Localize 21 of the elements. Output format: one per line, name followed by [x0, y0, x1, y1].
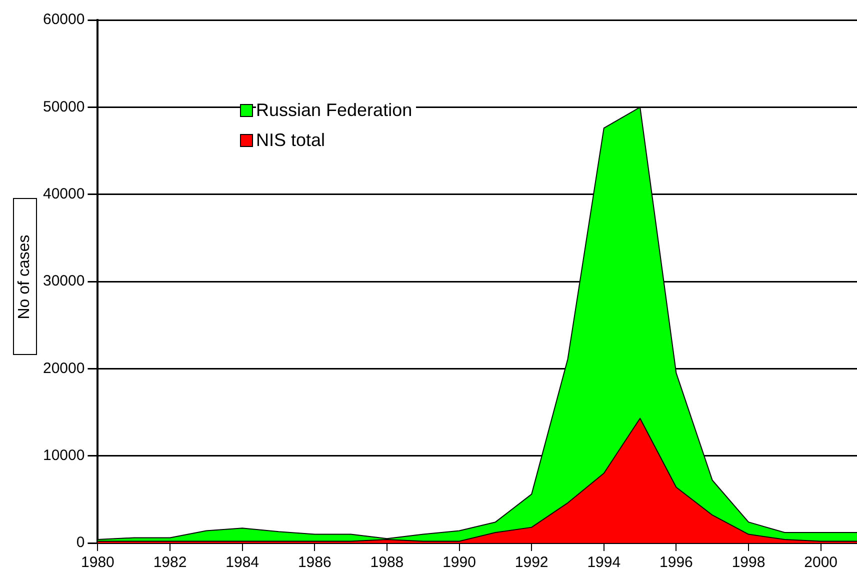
y-tick-label: 20000: [42, 360, 85, 377]
y-tick-label: 40000: [42, 185, 85, 202]
y-tick-label: 30000: [42, 272, 85, 290]
y-tick-label: 50000: [42, 98, 85, 116]
x-tick-label: 1994: [587, 554, 621, 572]
x-tick-label: 1988: [370, 554, 404, 572]
x-tick-label: 2000: [804, 554, 838, 572]
legend-label: NIS total: [256, 130, 330, 150]
y-tick-label: 60000: [42, 11, 85, 28]
x-tick-label: 1992: [514, 554, 548, 572]
x-tick-label: 1990: [442, 554, 476, 572]
x-tick-label: 1982: [153, 554, 187, 572]
x-tick-label: 1984: [226, 554, 260, 572]
x-tick-label: 1996: [660, 554, 693, 572]
legend-label: Russian Federation: [256, 100, 416, 120]
y-tick-label: 10000: [42, 446, 85, 464]
y-tick-label: 0: [76, 534, 85, 552]
x-tick-label: 1986: [298, 554, 332, 572]
x-tick-label: 1998: [732, 554, 766, 572]
y-axis-title: No of cases: [16, 234, 34, 319]
x-tick-label: 1980: [81, 554, 114, 572]
